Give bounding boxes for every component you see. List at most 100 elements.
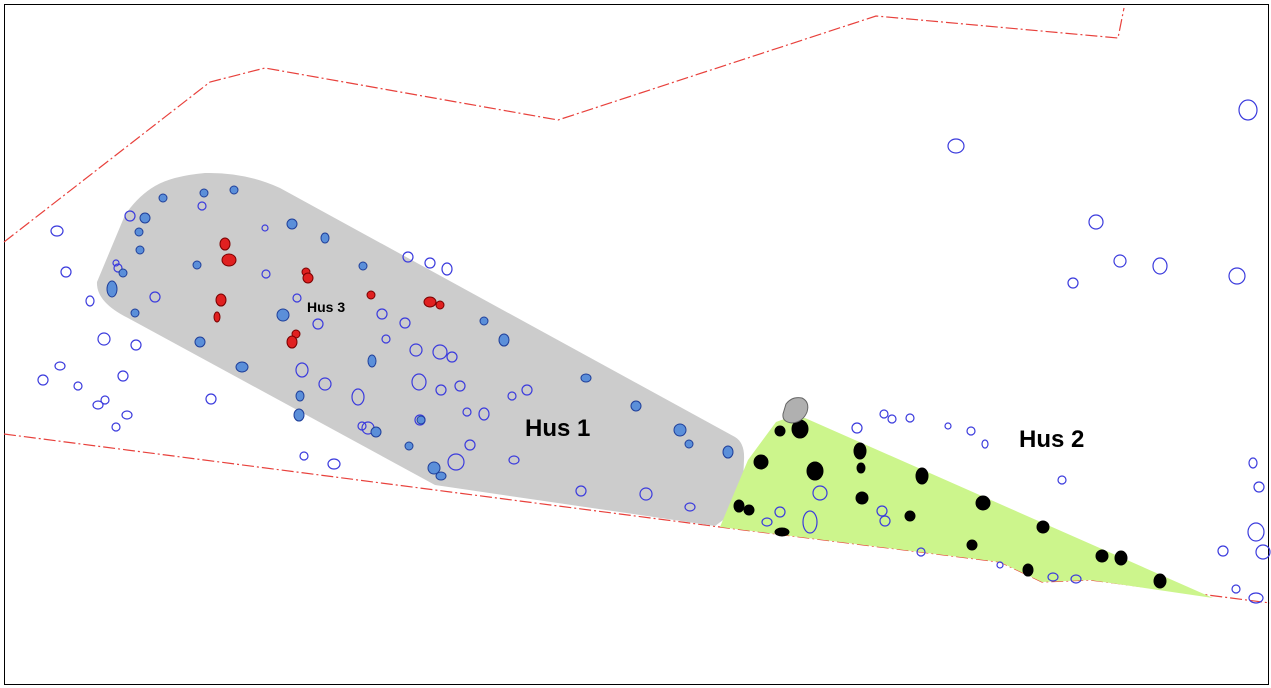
- posthole-filled: [580, 373, 592, 383]
- posthole: [318, 377, 332, 391]
- excavation-boundary-north: [3, 7, 1125, 243]
- posthole-filled: [427, 461, 441, 475]
- posthole-filled: [1153, 573, 1167, 589]
- posthole-filled: [774, 425, 786, 437]
- posthole-filled: [416, 415, 426, 425]
- hus1-label: Hus 1: [525, 415, 590, 442]
- posthole-filled: [853, 442, 867, 460]
- posthole-filled: [435, 300, 445, 310]
- posthole: [261, 269, 271, 279]
- posthole-filled: [320, 232, 330, 244]
- posthole: [411, 373, 427, 391]
- posthole: [435, 384, 447, 396]
- posthole-filled: [106, 280, 118, 298]
- posthole: [905, 413, 915, 423]
- posthole: [1253, 481, 1265, 493]
- posthole-filled: [915, 467, 929, 485]
- unassigned-postholes: [37, 99, 1271, 604]
- posthole-filled: [158, 193, 168, 203]
- posthole: [1057, 475, 1067, 485]
- posthole: [1088, 214, 1104, 230]
- posthole-filled: [806, 461, 824, 481]
- posthole-filled: [286, 335, 298, 349]
- posthole: [432, 344, 448, 360]
- posthole-filled: [1114, 550, 1128, 566]
- posthole: [60, 266, 72, 278]
- posthole: [1217, 545, 1229, 557]
- posthole: [1255, 544, 1271, 560]
- posthole: [409, 343, 423, 357]
- posthole: [447, 453, 465, 471]
- posthole: [1248, 592, 1264, 604]
- posthole-filled: [276, 308, 290, 322]
- posthole: [981, 439, 989, 449]
- posthole: [112, 259, 120, 267]
- posthole-filled: [134, 227, 144, 237]
- posthole: [464, 439, 476, 451]
- posthole: [916, 547, 926, 557]
- posthole-filled: [367, 354, 377, 368]
- posthole-filled: [673, 423, 687, 437]
- posthole-filled: [118, 268, 128, 278]
- posthole: [73, 381, 83, 391]
- posthole: [887, 414, 897, 424]
- hus1-postholes: [106, 185, 734, 481]
- posthole: [37, 374, 49, 386]
- posthole: [1047, 572, 1059, 582]
- hus3-postholes: [213, 237, 445, 349]
- posthole: [996, 561, 1004, 569]
- posthole: [639, 487, 653, 501]
- posthole: [92, 400, 104, 410]
- posthole: [1238, 99, 1258, 121]
- posthole-filled: [856, 462, 866, 474]
- posthole: [312, 318, 324, 330]
- posthole-filled: [366, 290, 376, 300]
- posthole-filled: [904, 510, 916, 522]
- posthole-filled: [370, 426, 382, 438]
- posthole: [299, 451, 309, 461]
- posthole-filled: [293, 408, 305, 422]
- posthole: [1228, 267, 1246, 285]
- posthole-filled: [199, 188, 209, 198]
- posthole-filled: [286, 218, 298, 230]
- posthole: [117, 370, 129, 382]
- posthole-filled: [975, 495, 991, 511]
- posthole-filled: [194, 336, 206, 348]
- posthole-filled: [404, 441, 414, 451]
- posthole-filled: [235, 361, 249, 373]
- posthole-filled: [855, 491, 869, 505]
- posthole: [376, 308, 388, 320]
- posthole-filled: [753, 454, 769, 470]
- posthole: [521, 384, 533, 396]
- posthole-filled: [774, 527, 790, 537]
- posthole-filled: [1022, 563, 1034, 577]
- posthole-filled: [498, 333, 510, 347]
- posthole: [85, 295, 95, 307]
- posthole-filled: [1036, 520, 1050, 534]
- posthole-filled: [135, 245, 145, 255]
- posthole-filled: [435, 471, 447, 481]
- posthole-filled: [630, 400, 642, 412]
- posthole-filled: [130, 308, 140, 318]
- posthole: [351, 388, 365, 406]
- posthole: [205, 393, 217, 405]
- posthole: [1247, 522, 1265, 542]
- posthole: [802, 510, 818, 534]
- posthole: [966, 426, 976, 436]
- posthole: [508, 455, 520, 465]
- posthole: [121, 410, 133, 420]
- posthole: [441, 262, 453, 276]
- posthole: [402, 251, 414, 263]
- posthole: [478, 407, 490, 421]
- posthole: [54, 361, 66, 371]
- posthole-filled: [295, 390, 305, 402]
- posthole: [381, 334, 391, 344]
- posthole-filled: [219, 237, 231, 251]
- posthole: [292, 293, 302, 303]
- posthole: [113, 263, 123, 273]
- posthole-filled: [213, 311, 221, 323]
- posthole-filled: [479, 316, 489, 326]
- posthole-filled: [743, 504, 755, 516]
- posthole: [446, 351, 458, 363]
